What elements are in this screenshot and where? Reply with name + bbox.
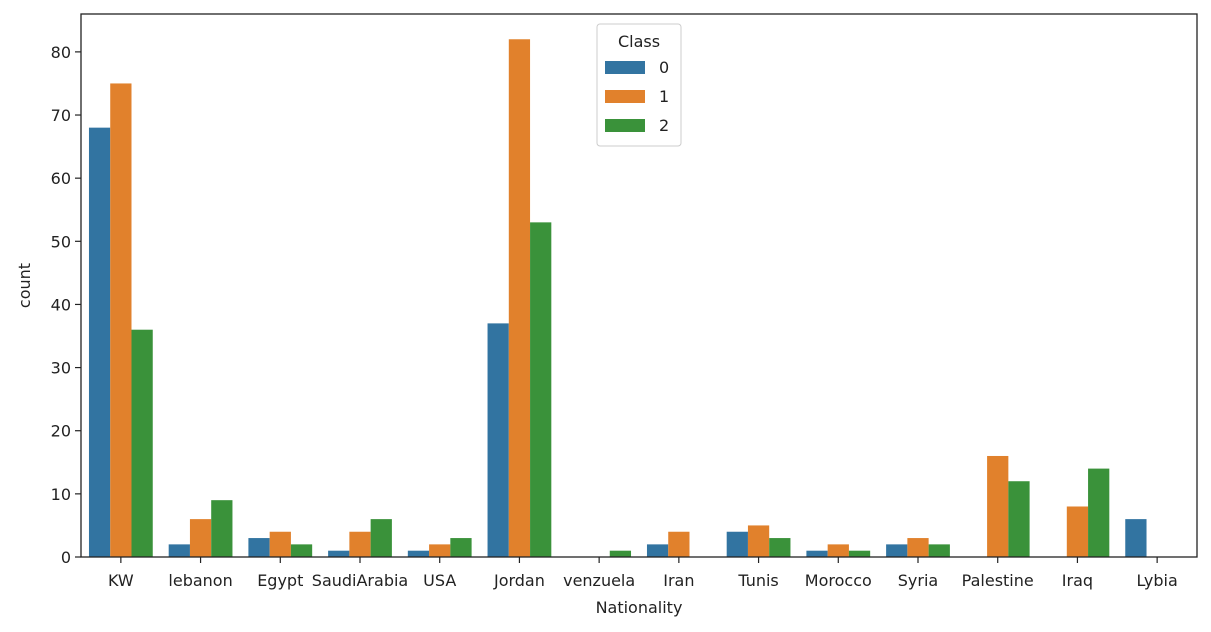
legend-label-class-1: 1 bbox=[659, 87, 669, 106]
x-tick-label-lybia: Lybia bbox=[1136, 571, 1177, 590]
bar-tunis-class-2 bbox=[769, 538, 791, 557]
bar-egypt-class-1 bbox=[269, 531, 291, 557]
bar-iran-class-1 bbox=[668, 531, 690, 557]
bar-lebanon-class-0 bbox=[168, 544, 190, 557]
bar-saudiarabia-class-2 bbox=[370, 519, 392, 557]
y-tick-label: 40 bbox=[51, 295, 71, 314]
bar-venzuela-class-2 bbox=[609, 550, 632, 557]
y-tick-label: 0 bbox=[61, 548, 71, 567]
bar-kw-class-0 bbox=[88, 127, 111, 558]
bar-usa-class-2 bbox=[450, 538, 472, 557]
y-tick-label: 30 bbox=[51, 359, 71, 378]
bar-egypt-class-2 bbox=[290, 544, 313, 557]
x-tick-label-jordan: Jordan bbox=[493, 571, 545, 590]
bar-palestine-class-1 bbox=[987, 455, 1009, 557]
x-tick-label-egypt: Egypt bbox=[257, 571, 303, 590]
bar-syria-class-2 bbox=[928, 544, 950, 557]
x-tick-label-palestine: Palestine bbox=[962, 571, 1034, 590]
y-tick-label: 80 bbox=[51, 43, 71, 62]
bar-iraq-class-2 bbox=[1088, 468, 1110, 557]
bar-tunis-class-0 bbox=[726, 531, 748, 557]
x-axis: KW lebanon Egypt SaudiArabia USA Jordan venzue… bbox=[108, 557, 1178, 590]
bar-kw-class-1 bbox=[110, 83, 132, 557]
y-tick-label: 60 bbox=[51, 169, 71, 188]
x-axis-label: Nationality bbox=[596, 598, 683, 617]
bar-syria-class-1 bbox=[907, 538, 929, 557]
legend-label-class-2: 2 bbox=[659, 116, 669, 135]
bar-saudiarabia-class-0 bbox=[328, 550, 350, 557]
y-axis: 0 10 20 30 40 50 60 70 80 bbox=[51, 43, 81, 567]
legend-swatch-class-1 bbox=[605, 90, 645, 103]
x-tick-label-kw: KW bbox=[108, 571, 134, 590]
bar-iraq-class-1 bbox=[1066, 506, 1089, 557]
legend-label-class-0: 0 bbox=[659, 58, 669, 77]
x-tick-label-venzuela: venzuela bbox=[563, 571, 635, 590]
legend-title: Class bbox=[618, 32, 660, 51]
legend-items: 0 1 2 bbox=[605, 58, 669, 135]
x-tick-label-lebanon: lebanon bbox=[168, 571, 232, 590]
y-axis-label: count bbox=[15, 263, 34, 308]
plot-frame bbox=[80, 13, 1198, 558]
bar-morocco-class-0 bbox=[806, 550, 828, 557]
x-tick-label-iran: Iran bbox=[663, 571, 694, 590]
legend-box bbox=[596, 23, 682, 147]
bars bbox=[88, 39, 1147, 558]
bar-usa-class-1 bbox=[429, 544, 451, 557]
x-tick-label-iraq: Iraq bbox=[1062, 571, 1093, 590]
bar-tunis-class-1 bbox=[747, 525, 770, 557]
bar-jordan-class-1 bbox=[508, 39, 531, 557]
bar-morocco-class-1 bbox=[827, 544, 849, 557]
bar-syria-class-0 bbox=[886, 544, 908, 557]
legend-swatch-class-0 bbox=[605, 61, 645, 74]
bar-palestine-class-2 bbox=[1008, 481, 1030, 557]
y-tick-label: 10 bbox=[51, 485, 71, 504]
x-tick-label-syria: Syria bbox=[898, 571, 938, 590]
x-tick-label-morocco: Morocco bbox=[805, 571, 872, 590]
bar-morocco-class-2 bbox=[848, 550, 871, 557]
bar-kw-class-2 bbox=[131, 329, 153, 557]
bar-usa-class-0 bbox=[407, 550, 430, 557]
bar-lebanon-class-2 bbox=[211, 500, 233, 557]
bar-iran-class-0 bbox=[646, 544, 669, 557]
legend: Class 0 1 2 bbox=[596, 23, 682, 147]
x-tick-label-usa: USA bbox=[423, 571, 456, 590]
x-tick-label-tunis: Tunis bbox=[737, 571, 778, 590]
legend-swatch-class-2 bbox=[605, 119, 645, 132]
bar-jordan-class-0 bbox=[487, 323, 509, 557]
bar-jordan-class-2 bbox=[530, 222, 552, 558]
bar-egypt-class-0 bbox=[248, 538, 270, 557]
bar-saudiarabia-class-1 bbox=[349, 531, 371, 557]
bar-lebanon-class-1 bbox=[189, 519, 212, 557]
y-tick-label: 20 bbox=[51, 422, 71, 441]
y-tick-label: 70 bbox=[51, 106, 71, 125]
bar-lybia-class-0 bbox=[1125, 519, 1147, 557]
x-tick-label-saudiarabia: SaudiArabia bbox=[312, 571, 408, 590]
y-tick-label: 50 bbox=[51, 232, 71, 251]
